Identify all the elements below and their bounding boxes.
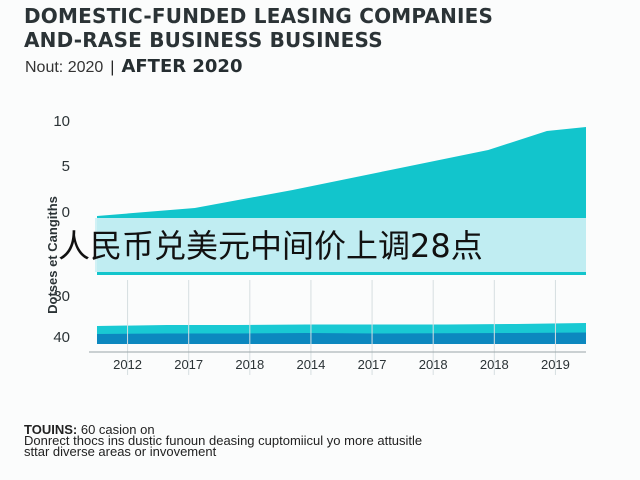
top-y-tick-label: 0 xyxy=(62,204,70,221)
bottom-y-tick-label: 30 xyxy=(53,288,70,305)
bottom-x-tick-label: 2017 xyxy=(358,357,387,372)
chart-title-line-2: AND-RASE BUSINESS BUSINESS xyxy=(24,28,383,52)
chart-title: DOMESTIC-FUNDED LEASING COMPANIES AND-RA… xyxy=(24,4,624,52)
overlay-banner-text: 人民币兑美元中间价上调28点 xyxy=(58,227,483,265)
footnote-title: TOUINS: 60 casion on xyxy=(24,422,624,437)
bottom-x-tick-label: 2017 xyxy=(174,357,203,372)
chart-subtitle: Nout: 2020 | AFTER 2020 xyxy=(25,57,242,78)
footnote-label-rest: 60 casion on xyxy=(80,422,155,437)
bottom-x-tick-label: 2014 xyxy=(296,357,325,372)
bottom-x-tick-label: 2018 xyxy=(480,357,509,372)
footnote-line-2: sttar diverse areas or invovement xyxy=(24,444,217,459)
top-y-axis-label: Dotses et Cangiths xyxy=(45,196,60,314)
bottom-x-tick-label: 2019 xyxy=(541,357,570,372)
top-y-tick-label: 5 xyxy=(62,158,70,175)
footnote-label: TOUINS: xyxy=(24,422,78,437)
top-y-tick-label: 10 xyxy=(53,113,70,130)
chart-title-line-1: DOMESTIC-FUNDED LEASING COMPANIES xyxy=(24,4,494,28)
bottom-x-tick-label: 2012 xyxy=(113,357,142,372)
bottom-y-tick-label: 40 xyxy=(53,329,70,346)
bottom-x-tick-label: 2018 xyxy=(235,357,264,372)
subtitle-emphasis: AFTER 2020 xyxy=(121,56,243,77)
subtitle-prefix: Nout: 2020 xyxy=(25,59,104,76)
bottom-area-dark xyxy=(97,332,586,344)
overlay-banner xyxy=(95,218,586,272)
chart-footnote: TOUINS: 60 casion on Donrect thocs ins d… xyxy=(24,422,624,459)
bottom-x-tick-label: 2018 xyxy=(419,357,448,372)
bottom-chart-plot xyxy=(97,280,586,375)
subtitle-separator: | xyxy=(110,59,115,76)
footnote-line-1: Donrect thocs ins dustic funoun deasing … xyxy=(24,433,423,448)
